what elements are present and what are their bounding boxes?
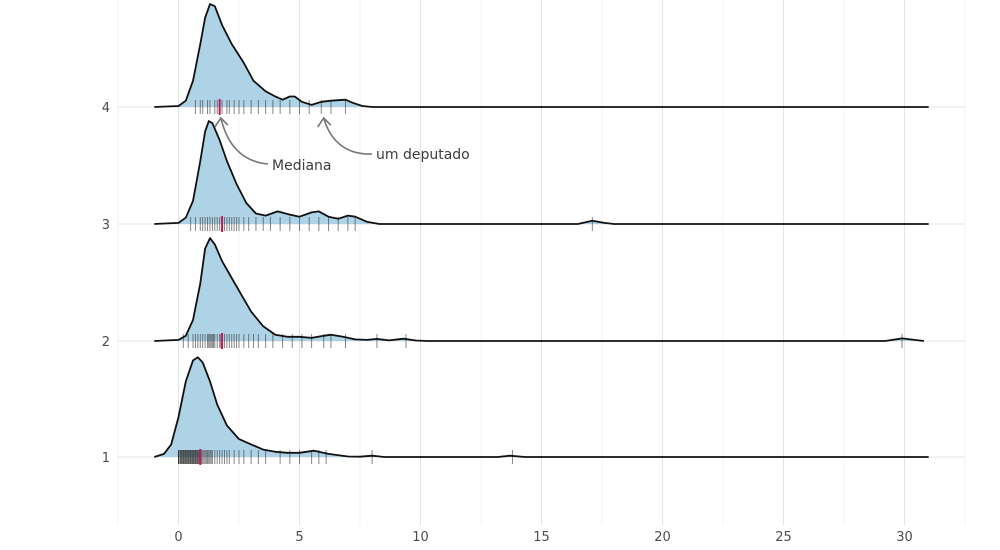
ridge-3 — [154, 120, 929, 232]
density-area — [154, 4, 929, 108]
annotations: Mediana um deputado — [214, 116, 470, 174]
x-tick-label: 20 — [654, 530, 671, 545]
y-tick-label: 1 — [102, 451, 110, 466]
annotation-arrow — [322, 117, 373, 155]
density-outline — [154, 356, 929, 458]
x-tick-label: 5 — [295, 530, 303, 545]
density-area — [154, 357, 929, 457]
annotation-mediana: Mediana — [214, 116, 332, 174]
y-tick-label: 4 — [102, 101, 110, 116]
density-outline — [154, 3, 929, 108]
density-area — [154, 121, 929, 224]
y-tick-label: 2 — [102, 335, 110, 350]
annotation-arrow — [220, 117, 269, 165]
x-tick-label: 15 — [533, 530, 550, 545]
arrowhead — [214, 116, 229, 128]
annotation-um-deputado: um deputado — [317, 116, 470, 163]
density-area — [154, 238, 924, 341]
annotation-label: um deputado — [376, 147, 470, 163]
ridges — [154, 3, 929, 465]
ridge-2 — [154, 237, 925, 349]
x-tick-label: 30 — [896, 530, 913, 545]
x-tick-label: 10 — [412, 530, 429, 545]
x-axis-ticks: 0 5 10 15 20 25 30 — [174, 530, 912, 545]
y-tick-label: 3 — [102, 218, 110, 233]
ridge-1 — [154, 356, 929, 465]
x-tick-label: 0 — [174, 530, 182, 545]
density-outline — [154, 120, 929, 225]
y-axis-ticks: 1 2 3 4 — [102, 101, 110, 466]
x-tick-label: 25 — [775, 530, 792, 545]
ridge-4 — [154, 3, 929, 115]
annotation-label: Mediana — [272, 158, 332, 174]
density-outline — [154, 237, 925, 342]
arrowhead — [317, 116, 332, 128]
